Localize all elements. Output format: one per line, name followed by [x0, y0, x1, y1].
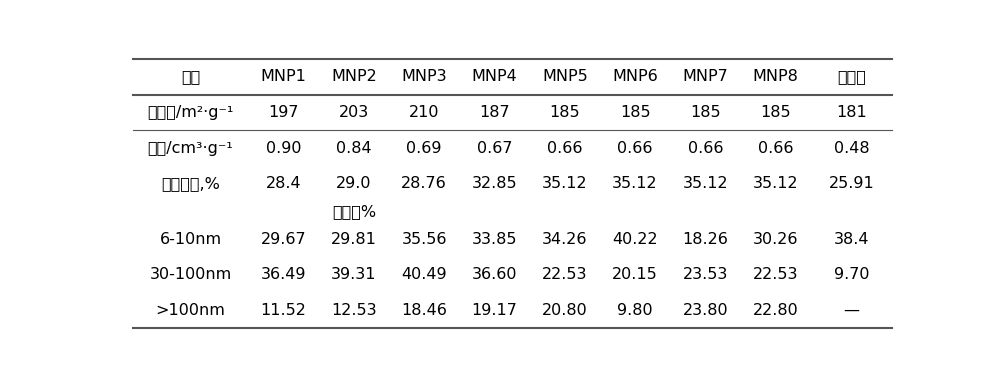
Text: 9.80: 9.80: [617, 303, 653, 318]
Text: 36.60: 36.60: [472, 267, 517, 282]
Text: 29.67: 29.67: [261, 232, 306, 247]
Text: 0.84: 0.84: [336, 141, 372, 156]
Text: MNP6: MNP6: [612, 69, 658, 84]
Text: 185: 185: [690, 105, 721, 120]
Text: 34.26: 34.26: [542, 232, 588, 247]
Text: 185: 185: [620, 105, 650, 120]
Text: 比表面/m²·g⁻¹: 比表面/m²·g⁻¹: [147, 105, 234, 120]
Text: 35.12: 35.12: [542, 176, 588, 191]
Text: 29.0: 29.0: [336, 176, 372, 191]
Text: 187: 187: [479, 105, 510, 120]
Text: 29.81: 29.81: [331, 232, 377, 247]
Text: 20.80: 20.80: [542, 303, 588, 318]
Text: 35.12: 35.12: [753, 176, 798, 191]
Text: 12.53: 12.53: [331, 303, 377, 318]
Text: 0.66: 0.66: [758, 141, 793, 156]
Text: 203: 203: [339, 105, 369, 120]
Text: 23.53: 23.53: [683, 267, 728, 282]
Text: 20.15: 20.15: [612, 267, 658, 282]
Text: —: —: [844, 303, 860, 318]
Text: 0.66: 0.66: [617, 141, 653, 156]
Text: 0.69: 0.69: [406, 141, 442, 156]
Text: 23.80: 23.80: [683, 303, 728, 318]
Text: 197: 197: [268, 105, 299, 120]
Text: 28.4: 28.4: [266, 176, 301, 191]
Text: 25.91: 25.91: [829, 176, 874, 191]
Text: 28.76: 28.76: [401, 176, 447, 191]
Text: 35.12: 35.12: [612, 176, 658, 191]
Text: 185: 185: [549, 105, 580, 120]
Text: MNP5: MNP5: [542, 69, 588, 84]
Text: 22.53: 22.53: [753, 267, 798, 282]
Text: 36.49: 36.49: [261, 267, 306, 282]
Text: 210: 210: [409, 105, 439, 120]
Text: 0.48: 0.48: [834, 141, 869, 156]
Text: MNP1: MNP1: [261, 69, 307, 84]
Text: 0.66: 0.66: [547, 141, 583, 156]
Text: 19.17: 19.17: [472, 303, 517, 318]
Text: MNP2: MNP2: [331, 69, 377, 84]
Text: 18.46: 18.46: [401, 303, 447, 318]
Text: 金属含量,%: 金属含量,%: [161, 176, 220, 191]
Text: 6-10nm: 6-10nm: [160, 232, 222, 247]
Text: 30.26: 30.26: [753, 232, 798, 247]
Text: 33.85: 33.85: [472, 232, 517, 247]
Text: MNP3: MNP3: [401, 69, 447, 84]
Text: 185: 185: [760, 105, 791, 120]
Text: >100nm: >100nm: [156, 303, 226, 318]
Text: MNP4: MNP4: [472, 69, 517, 84]
Text: 40.49: 40.49: [401, 267, 447, 282]
Text: 32.85: 32.85: [472, 176, 517, 191]
Text: 0.90: 0.90: [266, 141, 301, 156]
Text: MNP7: MNP7: [683, 69, 728, 84]
Text: 孔容/cm³·g⁻¹: 孔容/cm³·g⁻¹: [148, 141, 233, 156]
Text: 40.22: 40.22: [612, 232, 658, 247]
Text: 181: 181: [836, 105, 867, 120]
Text: 22.80: 22.80: [753, 303, 799, 318]
Text: 项目: 项目: [181, 69, 200, 84]
Text: 9.70: 9.70: [834, 267, 869, 282]
Text: 35.56: 35.56: [401, 232, 447, 247]
Text: 0.67: 0.67: [477, 141, 512, 156]
Text: MNP8: MNP8: [753, 69, 799, 84]
Text: 对比剂: 对比剂: [837, 69, 866, 84]
Text: 38.4: 38.4: [834, 232, 869, 247]
Text: 0.66: 0.66: [688, 141, 723, 156]
Text: 30-100nm: 30-100nm: [149, 267, 232, 282]
Text: 孔径，%: 孔径，%: [332, 204, 376, 219]
Text: 39.31: 39.31: [331, 267, 377, 282]
Text: 22.53: 22.53: [542, 267, 588, 282]
Text: 11.52: 11.52: [261, 303, 307, 318]
Text: 18.26: 18.26: [682, 232, 728, 247]
Text: 35.12: 35.12: [683, 176, 728, 191]
